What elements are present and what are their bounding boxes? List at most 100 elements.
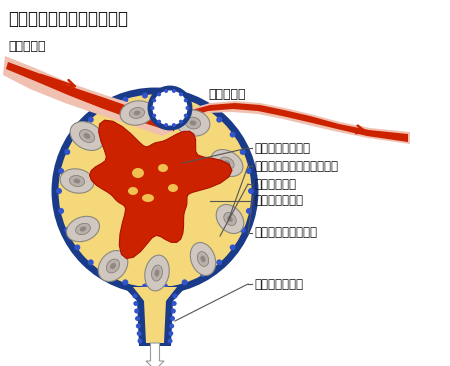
Ellipse shape <box>76 223 90 235</box>
Text: メサンギウム細胞: メサンギウム細胞 <box>254 142 310 154</box>
Ellipse shape <box>74 179 81 183</box>
Polygon shape <box>133 287 177 343</box>
Circle shape <box>134 309 139 314</box>
Circle shape <box>169 324 174 329</box>
Ellipse shape <box>69 176 85 187</box>
Ellipse shape <box>211 150 243 176</box>
Circle shape <box>104 271 110 277</box>
Circle shape <box>248 188 254 194</box>
Circle shape <box>164 89 168 93</box>
Circle shape <box>170 316 175 321</box>
Ellipse shape <box>84 133 90 139</box>
Circle shape <box>240 149 246 155</box>
Ellipse shape <box>224 213 236 225</box>
Polygon shape <box>123 286 187 346</box>
Circle shape <box>164 123 168 127</box>
Ellipse shape <box>168 184 178 192</box>
Circle shape <box>58 168 64 174</box>
Circle shape <box>216 259 222 265</box>
Circle shape <box>136 324 141 329</box>
Text: 近位尿細管細胞: 近位尿細管細胞 <box>254 277 303 291</box>
Circle shape <box>157 120 161 124</box>
Ellipse shape <box>67 216 99 242</box>
Circle shape <box>168 331 173 336</box>
Ellipse shape <box>197 251 209 266</box>
Circle shape <box>122 279 128 285</box>
Circle shape <box>171 301 177 306</box>
Ellipse shape <box>227 216 233 222</box>
Circle shape <box>152 98 156 102</box>
Circle shape <box>185 106 189 110</box>
Circle shape <box>55 91 255 291</box>
Ellipse shape <box>152 265 162 281</box>
Circle shape <box>74 244 81 250</box>
Circle shape <box>172 89 176 93</box>
Circle shape <box>138 339 143 344</box>
Text: 糸球体上皮細胞（足細胞）: 糸球体上皮細胞（足細胞） <box>254 160 338 172</box>
Circle shape <box>58 208 64 214</box>
Circle shape <box>182 279 188 285</box>
Circle shape <box>172 294 177 299</box>
Circle shape <box>64 149 70 155</box>
Circle shape <box>200 271 206 277</box>
Ellipse shape <box>216 205 244 234</box>
Circle shape <box>150 106 154 110</box>
Text: 糸球体内皮細胞: 糸球体内皮細胞 <box>254 194 303 208</box>
Ellipse shape <box>110 263 116 269</box>
Ellipse shape <box>224 160 230 166</box>
Circle shape <box>172 123 176 127</box>
Circle shape <box>216 117 222 123</box>
Circle shape <box>179 120 183 124</box>
Polygon shape <box>90 120 232 259</box>
Circle shape <box>142 93 148 98</box>
Circle shape <box>246 208 252 214</box>
Text: 糸球体基底膜: 糸球体基底膜 <box>254 178 296 190</box>
Ellipse shape <box>185 117 201 129</box>
Ellipse shape <box>200 256 206 262</box>
Circle shape <box>230 244 236 250</box>
Polygon shape <box>173 103 408 142</box>
Circle shape <box>88 117 94 123</box>
Circle shape <box>152 113 156 117</box>
Circle shape <box>88 259 94 265</box>
Circle shape <box>133 301 138 306</box>
Circle shape <box>142 284 148 290</box>
Ellipse shape <box>190 243 216 276</box>
Circle shape <box>157 92 161 96</box>
Ellipse shape <box>106 259 120 273</box>
Ellipse shape <box>220 157 234 169</box>
Circle shape <box>184 98 188 102</box>
Circle shape <box>56 188 62 194</box>
Circle shape <box>162 93 168 98</box>
Circle shape <box>122 97 128 103</box>
Circle shape <box>150 88 190 128</box>
Circle shape <box>179 92 183 96</box>
Ellipse shape <box>132 168 144 178</box>
Polygon shape <box>3 56 172 136</box>
Text: ボーマン嚢上皮細胞: ボーマン嚢上皮細胞 <box>254 227 317 239</box>
Circle shape <box>171 309 176 314</box>
Circle shape <box>137 331 142 336</box>
Polygon shape <box>6 62 163 129</box>
Circle shape <box>200 105 206 111</box>
Circle shape <box>167 339 172 344</box>
Ellipse shape <box>130 108 144 119</box>
Circle shape <box>135 316 140 321</box>
Ellipse shape <box>128 187 138 195</box>
Ellipse shape <box>154 269 159 277</box>
Ellipse shape <box>176 110 210 136</box>
Circle shape <box>184 113 188 117</box>
Circle shape <box>64 227 70 233</box>
Ellipse shape <box>189 120 196 126</box>
Ellipse shape <box>134 111 140 115</box>
Circle shape <box>104 105 110 111</box>
Circle shape <box>240 227 246 233</box>
Ellipse shape <box>70 122 104 150</box>
FancyArrow shape <box>146 343 164 366</box>
Ellipse shape <box>120 101 154 125</box>
Circle shape <box>182 97 188 103</box>
Ellipse shape <box>60 169 94 193</box>
Ellipse shape <box>79 130 94 142</box>
Ellipse shape <box>158 164 168 172</box>
Ellipse shape <box>98 250 128 281</box>
